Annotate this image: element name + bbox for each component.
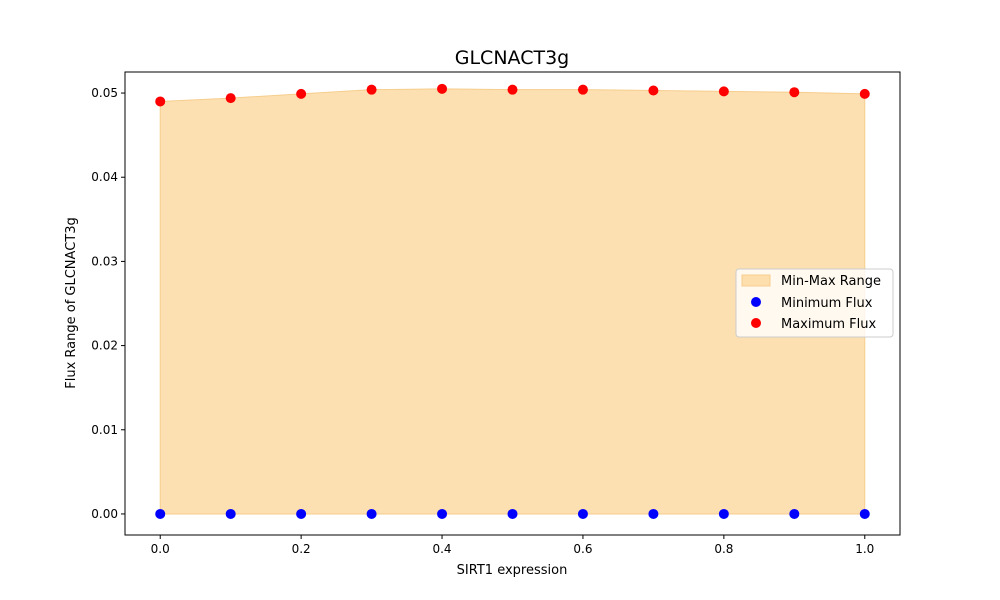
y-tick-label: 0.02 (91, 339, 118, 353)
x-tick-label: 0.2 (292, 542, 311, 556)
x-axis-label: SIRT1 expression (457, 563, 568, 578)
y-tick-label: 0.04 (91, 170, 118, 184)
y-tick-label: 0.05 (91, 86, 118, 100)
maximum-flux-point (859, 88, 870, 99)
x-tick-label: 0.8 (714, 542, 733, 556)
minimum-flux-point (789, 508, 800, 519)
x-tick-label: 0.6 (573, 542, 592, 556)
plot-frame (124, 71, 901, 536)
minimum-flux-point (225, 508, 236, 519)
plot-area (155, 83, 870, 519)
x-tick-label: 0.0 (151, 542, 170, 556)
maximum-flux-point (577, 84, 588, 95)
minimum-flux-point (296, 508, 307, 519)
legend-swatch-min-max-range (741, 274, 771, 287)
maximum-flux-point (789, 87, 800, 98)
maximum-flux-point (648, 85, 659, 96)
maximum-flux-point (718, 86, 729, 97)
legend-marker-minimum-flux (751, 297, 761, 307)
legend-label-minimum-flux: Minimum Flux (781, 296, 873, 311)
y-axis-ticks: 0.00 0.01 0.02 0.03 0.04 0.05 (91, 86, 125, 521)
maximum-flux-point (296, 88, 307, 99)
maximum-flux-point (366, 84, 377, 95)
maximum-flux-point (155, 96, 166, 107)
maximum-flux-point (437, 83, 448, 94)
legend-marker-maximum-flux (751, 318, 761, 328)
maximum-flux-point (225, 93, 236, 104)
legend-label-min-max-range: Min-Max Range (781, 274, 881, 289)
minimum-flux-point (155, 508, 166, 519)
minimum-flux-point (718, 508, 729, 519)
legend: Min-Max Range Minimum Flux Maximum Flux (735, 268, 894, 338)
maximum-flux-point (507, 84, 518, 95)
legend-label-maximum-flux: Maximum Flux (781, 317, 877, 332)
minimum-flux-point (507, 508, 518, 519)
minimum-flux-points (155, 508, 870, 519)
y-tick-label: 0.03 (91, 254, 118, 268)
x-axis-ticks: 0.0 0.2 0.4 0.6 0.8 1.0 (151, 535, 874, 556)
chart-title: GLCNACT3g (455, 47, 569, 69)
minimum-flux-point (437, 508, 448, 519)
maximum-flux-points (155, 83, 870, 107)
y-tick-label: 0.01 (91, 423, 118, 437)
legend-box (735, 268, 894, 338)
minimum-flux-point (648, 508, 659, 519)
minimum-flux-point (366, 508, 377, 519)
y-axis-label: Flux Range of GLCNACT3g (64, 217, 79, 388)
x-tick-label: 1.0 (855, 542, 874, 556)
y-tick-label: 0.00 (91, 507, 118, 521)
x-tick-label: 0.4 (432, 542, 451, 556)
minimum-flux-point (859, 508, 870, 519)
minimum-flux-point (577, 508, 588, 519)
